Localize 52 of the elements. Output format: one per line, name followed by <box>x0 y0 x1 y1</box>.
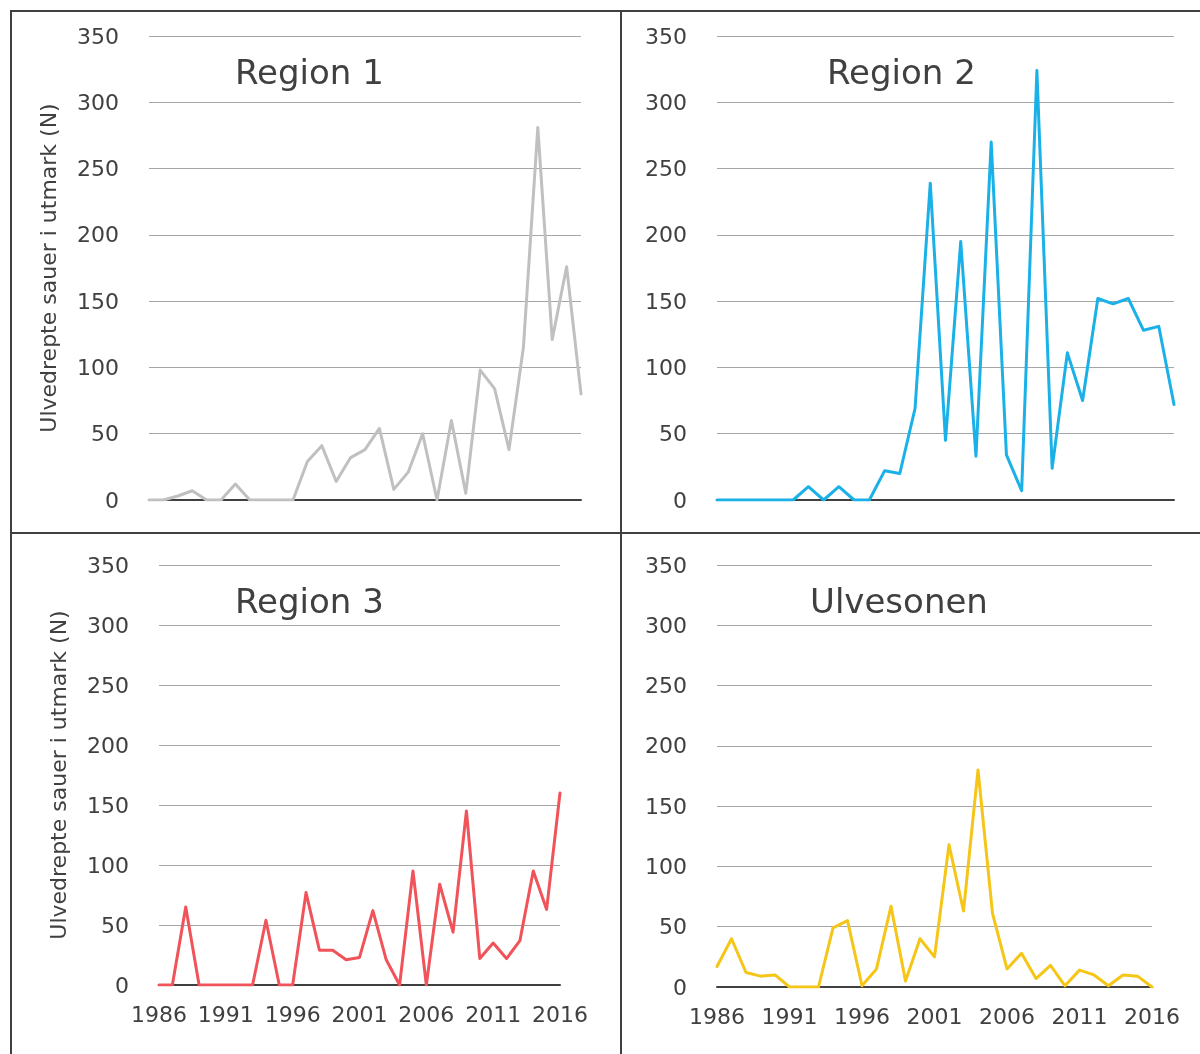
y-tick-label: 100 <box>77 354 119 380</box>
x-tick-label: 2006 <box>398 1001 455 1027</box>
y-tick-label: 300 <box>645 612 687 638</box>
y-tick-label: 250 <box>645 673 687 699</box>
y-tick-label: 0 <box>673 974 687 1000</box>
y-tick-label: 50 <box>91 421 119 447</box>
x-tick-label: 1996 <box>264 1001 321 1027</box>
y-tick-label: 200 <box>87 732 129 758</box>
y-tick-label: 150 <box>87 792 129 818</box>
y-tick-label: 150 <box>77 288 119 314</box>
y-tick-label: 0 <box>105 487 119 513</box>
x-tick-label: 2001 <box>331 1001 388 1027</box>
x-tick-label: 2016 <box>532 1001 588 1027</box>
text: Region 1 <box>235 52 384 92</box>
y-tick-label: 200 <box>645 733 687 759</box>
x-tick-label: 2016 <box>1124 1003 1180 1029</box>
y-tick-label: 150 <box>645 793 687 819</box>
x-tick-label: 1996 <box>834 1003 890 1029</box>
y-tick-label: 50 <box>659 914 687 940</box>
x-tick-label: 2001 <box>906 1003 963 1029</box>
x-tick-label: 1986 <box>689 1003 745 1029</box>
y-tick-label: 0 <box>115 972 129 998</box>
y-axis-title: Ulvedrepte sauer i utmark (N) <box>35 103 61 433</box>
y-tick-label: 350 <box>645 552 687 578</box>
x-tick-label: 1991 <box>197 1001 254 1027</box>
text: Ulvesonen <box>810 581 988 621</box>
y-tick-label: 250 <box>645 156 687 182</box>
y-tick-label: 250 <box>77 156 119 182</box>
y-tick-label: 200 <box>645 222 687 248</box>
y-tick-label: 50 <box>659 421 687 447</box>
y-tick-label: 350 <box>77 23 119 49</box>
text: Region 2 <box>827 52 976 92</box>
y-tick-label: 200 <box>77 222 119 248</box>
y-tick-label: 100 <box>645 354 687 380</box>
y-tick-label: 300 <box>645 89 687 115</box>
y-axis-title: Ulvedrepte sauer i utmark (N) <box>45 610 71 940</box>
y-tick-label: 50 <box>101 912 129 938</box>
x-tick-label: 2006 <box>979 1003 1035 1029</box>
x-tick-label: 1991 <box>761 1003 818 1029</box>
x-tick-label: 1986 <box>131 1001 187 1027</box>
x-tick-label: 2011 <box>465 1001 522 1027</box>
y-tick-label: 100 <box>87 852 129 878</box>
y-tick-label: 150 <box>645 288 687 314</box>
y-tick-label: 300 <box>77 89 119 115</box>
y-tick-label: 350 <box>87 552 129 578</box>
y-tick-label: 100 <box>645 853 687 879</box>
y-tick-label: 300 <box>87 612 129 638</box>
x-tick-label: 2011 <box>1051 1003 1108 1029</box>
y-tick-label: 350 <box>645 23 687 49</box>
y-tick-label: 0 <box>673 487 687 513</box>
text: Region 3 <box>235 581 384 621</box>
y-tick-label: 250 <box>87 672 129 698</box>
